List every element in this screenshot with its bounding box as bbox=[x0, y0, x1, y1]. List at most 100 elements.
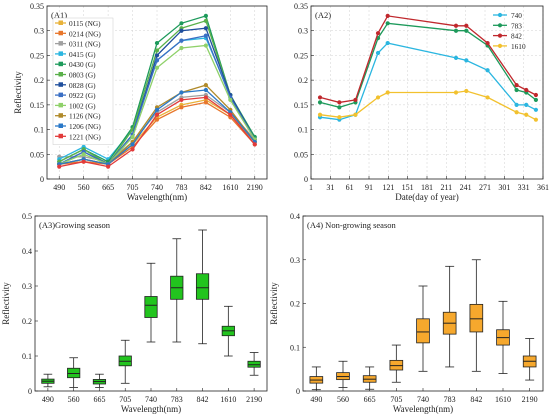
a1-data-point bbox=[203, 13, 208, 18]
a2-x-tick-label: 61 bbox=[346, 183, 354, 192]
a2-data-point bbox=[533, 107, 539, 112]
a1-axes-frame bbox=[46, 5, 268, 180]
a2-data-point bbox=[385, 21, 390, 26]
a3-x-tick-label: 1610 bbox=[220, 395, 236, 404]
a1-legend-marker bbox=[58, 41, 63, 46]
a1-x-tick-label: 783 bbox=[175, 183, 187, 192]
a1-data-point bbox=[203, 82, 208, 88]
a2-x-tick-label: 121 bbox=[382, 183, 394, 192]
a1-data-point bbox=[106, 164, 111, 169]
a3-x-tick-label: 490 bbox=[42, 395, 54, 404]
a1-y-tick-label: 0.25 bbox=[30, 51, 44, 60]
a1-data-point bbox=[179, 97, 184, 103]
a1-legend-label: 0311 (NG) bbox=[69, 40, 101, 49]
a4-x-tick-label: 665 bbox=[364, 395, 376, 404]
a2-data-point bbox=[533, 97, 539, 103]
a1-x-tick-label: 740 bbox=[151, 183, 163, 192]
a1-y-tick-label: 0.3 bbox=[34, 27, 44, 36]
a2-data-point bbox=[317, 112, 323, 117]
a2-x-tick-label: 31 bbox=[326, 183, 334, 192]
a1-x-tick-label: 842 bbox=[200, 183, 212, 192]
a3-y-tick-label: 0.4 bbox=[22, 247, 32, 256]
a2-x-tick-label: 211 bbox=[440, 183, 452, 192]
a2-x-tick-label: 301 bbox=[498, 183, 510, 192]
a4-y-tick-label: 0.3 bbox=[290, 256, 300, 265]
a2-y-tick-label: 0.15 bbox=[294, 101, 308, 110]
a4-y-tick-label: 0.4 bbox=[290, 212, 300, 221]
a2-series-line-740 bbox=[319, 42, 537, 121]
a2-data-point bbox=[375, 50, 381, 56]
a1-data-point bbox=[57, 164, 62, 169]
a4-y-tick-label: 0 bbox=[296, 387, 300, 396]
a2-data-point bbox=[464, 23, 469, 28]
a2-y-tick-label: 0.25 bbox=[294, 51, 308, 60]
a2-data-point bbox=[524, 87, 529, 93]
a1-legend-marker bbox=[58, 30, 63, 36]
a2-data-point bbox=[533, 117, 539, 122]
a1-data-point bbox=[179, 38, 184, 43]
a1-data-point bbox=[228, 97, 233, 103]
a2-data-point bbox=[514, 102, 519, 107]
a1-legend-marker bbox=[58, 133, 63, 139]
a1-y-tick-label: 0 bbox=[40, 175, 44, 184]
a1-data-point bbox=[203, 18, 208, 23]
a2-data-point bbox=[385, 13, 390, 18]
a2-data-point bbox=[524, 102, 529, 107]
a2-series-line-1610 bbox=[319, 90, 537, 121]
a4-box bbox=[469, 303, 484, 333]
a2-data-point bbox=[453, 55, 459, 61]
a2-legend-marker bbox=[497, 33, 503, 38]
a2-data-point bbox=[485, 40, 490, 46]
a1-data-point bbox=[130, 147, 135, 152]
a3-y-tick-label: 0.1 bbox=[22, 352, 32, 361]
a2-data-point bbox=[524, 112, 529, 117]
a2-data-point bbox=[533, 92, 539, 98]
a4-x-tick-label: 560 bbox=[337, 395, 349, 404]
a1-data-point bbox=[252, 142, 257, 147]
a1-legend-marker bbox=[58, 51, 63, 56]
a4-axes-frame bbox=[302, 215, 544, 392]
a3-box bbox=[144, 296, 158, 318]
a2-x-tick-label: 91 bbox=[365, 183, 373, 192]
a2-x-tick-label: 271 bbox=[479, 183, 491, 192]
a1-legend-label: 1126 (NG) bbox=[69, 112, 101, 121]
a1-x-tick-label: 1610 bbox=[222, 183, 238, 192]
a3-x-tick-label: 783 bbox=[171, 395, 183, 404]
a1-legend-label: 0214 (NG) bbox=[69, 29, 101, 38]
a2-x-tick-label: 241 bbox=[460, 183, 472, 192]
a1-x-tick-label: 665 bbox=[102, 183, 114, 192]
a2-y-tick-label: 0.35 bbox=[294, 2, 308, 11]
a4-box bbox=[416, 318, 430, 344]
a1-panel-title: (A1) bbox=[51, 10, 67, 20]
a3-x-axis-label: Wavelength(nm) bbox=[121, 404, 181, 414]
a2-y-tick-label: 0.05 bbox=[294, 150, 308, 159]
a1-legend-marker bbox=[58, 61, 63, 67]
a4-x-tick-label: 490 bbox=[310, 395, 322, 404]
a1-y-tick-label: 0.2 bbox=[34, 76, 44, 85]
a1-data-point bbox=[179, 28, 184, 33]
a2-x-tick-label: 181 bbox=[421, 183, 433, 192]
a2-x-tick-label: 1 bbox=[309, 183, 313, 192]
a1-y-tick-label: 0.1 bbox=[34, 126, 44, 135]
a1-y-axis-label: Reflectivity bbox=[13, 71, 23, 114]
a1-legend-marker bbox=[58, 72, 63, 77]
a2-data-point bbox=[337, 105, 342, 110]
a1-data-point bbox=[203, 95, 208, 100]
a1-data-point bbox=[203, 26, 208, 31]
a1-data-point bbox=[154, 117, 160, 122]
a3-box bbox=[247, 360, 261, 368]
a4-y-tick-label: 0.1 bbox=[290, 343, 300, 352]
a2-data-point bbox=[353, 97, 358, 103]
a2-data-point bbox=[317, 100, 323, 105]
a2-data-point bbox=[453, 28, 459, 33]
a2-data-point bbox=[514, 110, 519, 115]
a1-x-tick-label: 705 bbox=[127, 183, 139, 192]
a1-data-point bbox=[179, 105, 184, 110]
a1-legend-label: 0828 (G) bbox=[69, 81, 96, 90]
a3-x-tick-label: 842 bbox=[197, 395, 209, 404]
a1-data-point bbox=[130, 134, 135, 140]
a1-legend-marker bbox=[58, 82, 63, 87]
a2-axes-frame bbox=[310, 5, 544, 180]
a1-data-point bbox=[179, 45, 184, 51]
a4-x-tick-label: 740 bbox=[417, 395, 429, 404]
